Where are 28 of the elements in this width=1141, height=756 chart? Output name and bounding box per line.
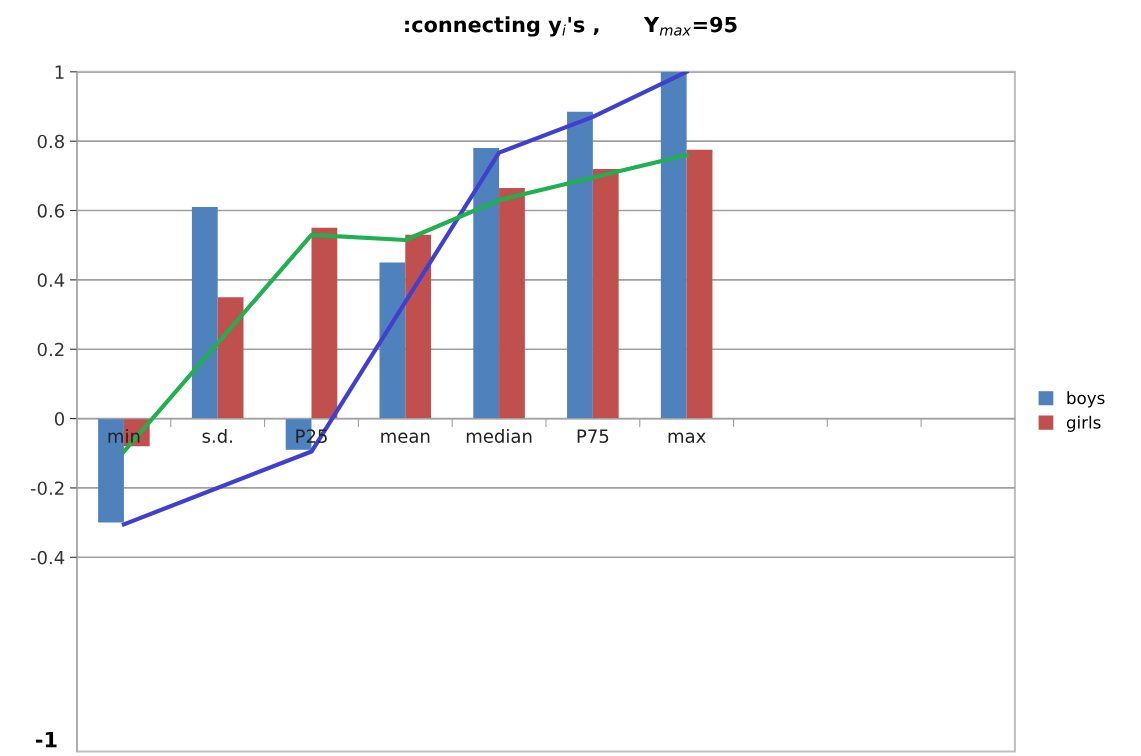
y-tick-label: 0.2 <box>37 342 64 357</box>
legend-label: boys <box>1067 391 1105 408</box>
y-tick-label: 0.8 <box>37 134 64 149</box>
x-tick-label: s.d. <box>202 428 232 443</box>
legend-label: girls <box>1066 415 1101 432</box>
chart-title: :connecting y$_{i}$'s , Y$_{max}$=95 <box>405 16 737 37</box>
bar <box>567 111 593 419</box>
bar <box>405 234 432 419</box>
x-tick-label: max <box>668 432 706 443</box>
text: -1 <box>35 731 57 748</box>
bar <box>499 187 525 419</box>
y-tick-label: 1 <box>55 65 64 79</box>
y-tick-label: 0.4 <box>37 273 65 287</box>
bar <box>311 227 338 419</box>
x-tick-label: P75 <box>577 429 609 443</box>
y-tick-label: -0.2 <box>30 481 64 496</box>
y-tick-label: 0.6 <box>37 203 65 218</box>
bar <box>473 148 500 419</box>
bar <box>191 207 218 419</box>
bar <box>660 71 687 419</box>
x-tick-label: mean <box>381 432 430 443</box>
bar <box>686 149 713 419</box>
y-tick-label: -0.4 <box>30 550 65 565</box>
x-tick-label: median <box>466 428 532 443</box>
bar <box>592 168 619 419</box>
y-tick-label: 0 <box>54 412 65 426</box>
bar <box>379 262 406 419</box>
bar <box>217 297 244 419</box>
